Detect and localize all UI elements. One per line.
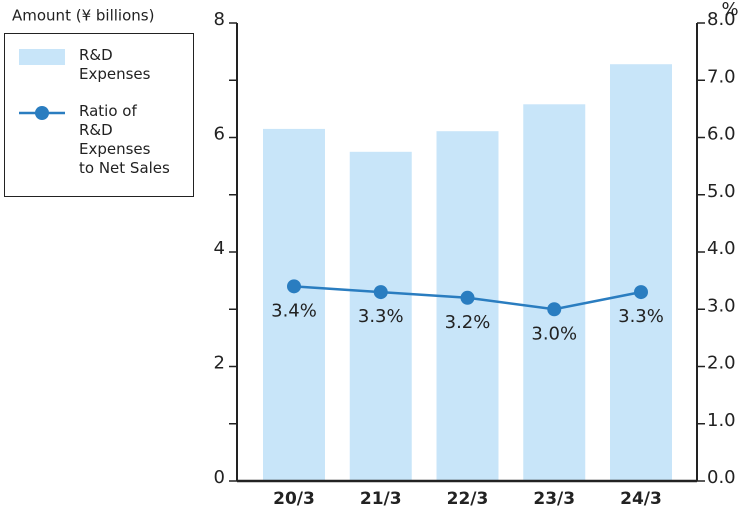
legend-swatch <box>19 106 65 120</box>
marker <box>547 302 562 317</box>
y2-tick-label: 8.0 <box>707 9 736 30</box>
y-axis-label: Amount (¥ billions) <box>12 7 154 25</box>
marker <box>373 285 388 300</box>
legend-item: R&D Expenses <box>19 46 150 84</box>
y2-tick-label: 7.0 <box>707 66 736 87</box>
y2-tick-label: 4.0 <box>707 238 736 259</box>
data-label: 3.3% <box>618 306 664 327</box>
bar <box>610 64 672 481</box>
y2-tick-label: 6.0 <box>707 124 736 145</box>
y2-tick-label: 0.0 <box>707 467 736 488</box>
bar <box>523 104 586 482</box>
y2-axis-label: % <box>721 0 738 20</box>
y-tick-label: 0 <box>214 467 225 488</box>
legend: R&D Expenses Ratio of R&D Expenses to Ne… <box>4 33 194 197</box>
legend-item: Ratio of R&D Expenses to Net Sales <box>19 102 170 178</box>
legend-swatch <box>19 49 65 65</box>
x-tick-label: 21/3 <box>360 489 402 509</box>
y-tick-label: 4 <box>214 238 225 259</box>
marker <box>287 279 301 294</box>
legend-label: R&D Expenses <box>79 46 151 83</box>
x-tick-label: 22/3 <box>447 489 489 509</box>
marker <box>634 285 648 300</box>
y-tick-label: 2 <box>214 353 225 374</box>
legend-label: Ratio of R&D Expenses to Net Sales <box>79 102 170 177</box>
x-tick-label: 23/3 <box>533 489 575 509</box>
y2-tick-label: 5.0 <box>707 181 736 202</box>
x-tick-label: 20/3 <box>273 489 315 509</box>
bar <box>263 128 325 481</box>
data-label: 3.4% <box>271 300 317 321</box>
y2-tick-label: 3.0 <box>707 295 736 316</box>
y-tick-label: 8 <box>214 9 225 30</box>
x-tick-label: 24/3 <box>620 489 662 509</box>
y-tick-label: 6 <box>214 124 225 145</box>
bar <box>349 151 412 481</box>
marker <box>460 290 475 305</box>
y2-tick-label: 2.0 <box>707 353 736 374</box>
data-label: 3.3% <box>358 306 404 327</box>
bar <box>436 131 499 481</box>
y2-tick-label: 1.0 <box>707 410 736 431</box>
data-label: 3.0% <box>531 323 577 344</box>
data-label: 3.2% <box>445 312 491 333</box>
